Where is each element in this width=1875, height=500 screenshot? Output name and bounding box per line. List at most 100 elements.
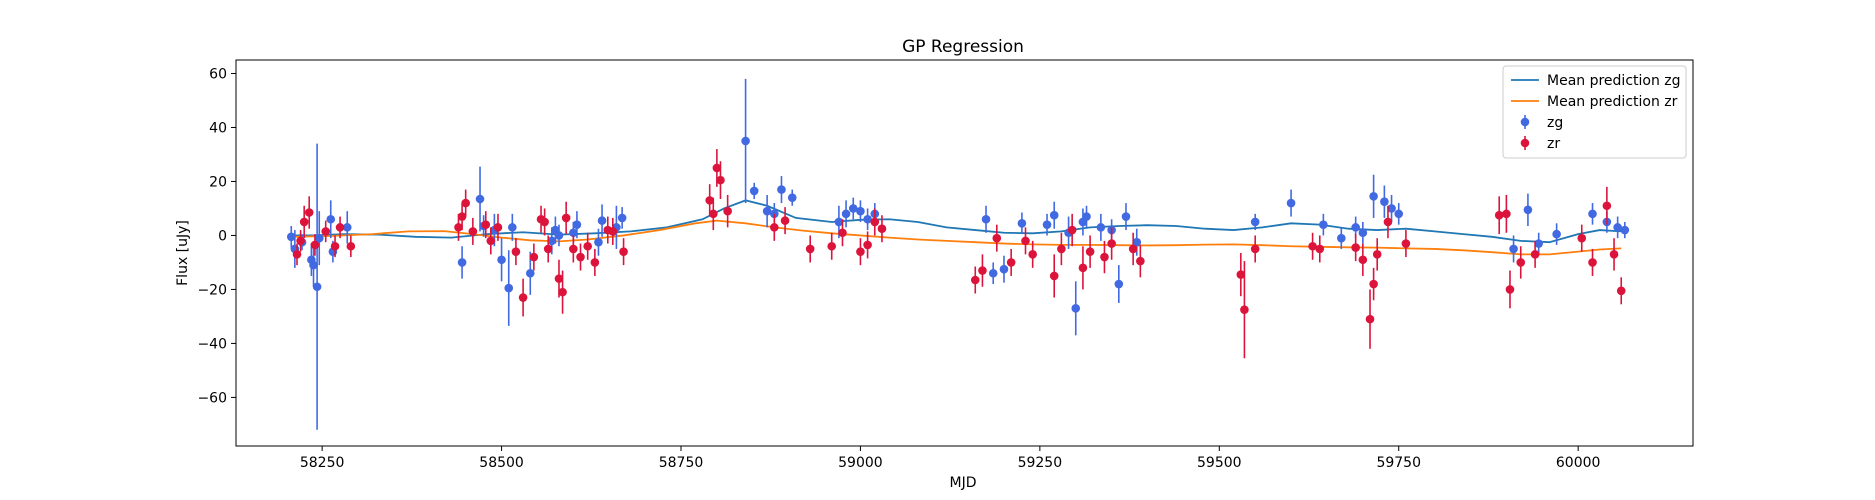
x-tick-label: 59750 [1376, 455, 1421, 471]
data-point-zg [457, 258, 467, 267]
data-point-zg [863, 214, 872, 224]
data-point-zr [569, 244, 578, 254]
data-point-zr [1616, 286, 1626, 296]
data-point-zg [1250, 217, 1260, 227]
data-point-zr [590, 258, 600, 267]
legend-label: Mean prediction zg [1547, 73, 1681, 89]
data-point-zg [1121, 212, 1131, 221]
data-point-zg [597, 216, 607, 225]
y-tick-label: 0 [218, 228, 227, 244]
data-point-zr [1383, 217, 1393, 227]
data-point-zr [723, 206, 732, 216]
legend-label: zr [1547, 136, 1560, 152]
data-point-zr [561, 213, 571, 223]
data-point-zr [708, 209, 718, 219]
data-point-zr [608, 227, 618, 236]
data-point-zr [712, 163, 722, 173]
data-point-zr [856, 247, 865, 256]
data-point-zg [1132, 237, 1142, 247]
legend: Mean prediction zg Mean prediction zr zg zr [1502, 65, 1687, 159]
data-point-zr [454, 223, 463, 232]
y-tick-label: 40 [209, 120, 227, 136]
data-point-zr [1516, 258, 1526, 267]
data-point-zg [1369, 192, 1378, 201]
data-point-zr [1372, 250, 1382, 259]
x-tick-label: 59000 [838, 455, 883, 471]
data-point-zg [572, 220, 582, 229]
data-point-zg [569, 228, 578, 238]
legend-label: zg [1547, 115, 1563, 131]
data-point-zr [540, 217, 549, 227]
data-point-zr [863, 240, 872, 250]
axis-ticks: 58250 58500 58750 59000 59250 59500 59750 60000… [197, 66, 1600, 471]
plot-area [286, 78, 1630, 430]
data-point-zg [1071, 304, 1081, 313]
data-point-zg [508, 223, 517, 232]
data-point-zg [848, 204, 858, 213]
data-point-zg [1394, 209, 1404, 219]
data-point-zr [330, 241, 340, 251]
data-point-zr [1308, 241, 1317, 251]
data-point-zg [834, 217, 844, 227]
legend-box [1502, 65, 1687, 159]
data-point-zg [286, 232, 296, 242]
plot-contents [286, 78, 1630, 430]
data-point-zr [877, 224, 887, 234]
data-point-zr [870, 217, 880, 227]
data-point-zg [1042, 220, 1052, 229]
y-tick-label: −40 [197, 336, 227, 352]
data-point-zg [777, 185, 786, 194]
data-point-zg [1114, 279, 1124, 289]
data-point-zr [978, 266, 987, 275]
data-point-zr [1351, 243, 1360, 252]
data-point-zg [1523, 205, 1533, 215]
x-tick-label: 58500 [479, 455, 524, 471]
data-point-zg [342, 223, 352, 232]
data-point-zr [1315, 244, 1325, 254]
legend-swatch-marker [1520, 117, 1530, 127]
data-point-zr [1577, 233, 1587, 243]
data-point-zr [518, 293, 528, 302]
data-point-zr [346, 241, 356, 251]
data-point-zr [1530, 250, 1540, 259]
data-point-zg [1620, 225, 1630, 235]
data-point-zg [1509, 244, 1518, 254]
data-point-zr [1609, 250, 1619, 259]
data-point-zr [1240, 305, 1249, 314]
data-point-zg [314, 233, 324, 243]
data-point-zr [805, 244, 815, 254]
data-point-zg [312, 282, 322, 292]
data-point-zr [461, 198, 470, 208]
data-point-zg [1286, 198, 1296, 208]
data-point-zr [1057, 244, 1066, 254]
data-point-zg [841, 209, 851, 219]
data-point-zr [493, 223, 503, 232]
data-point-zg [326, 214, 336, 224]
data-point-zr [310, 240, 320, 250]
data-point-zg [504, 283, 514, 293]
data-point-zg [1082, 212, 1091, 221]
data-point-zr [1078, 263, 1088, 273]
data-point-zr [1250, 244, 1260, 254]
data-point-zr [992, 233, 1002, 243]
data-point-zr [1602, 201, 1612, 211]
data-point-zr [1502, 209, 1511, 219]
line-series-1 [293, 219, 1622, 256]
data-point-zr [299, 217, 309, 227]
data-point-zr [529, 252, 539, 262]
data-point-zg [1380, 197, 1389, 207]
data-point-zg [1096, 223, 1106, 232]
data-point-zr [1136, 256, 1145, 266]
data-point-zg [525, 268, 535, 278]
data-point-zr [1505, 285, 1515, 294]
data-point-zg [1049, 210, 1059, 220]
data-point-zr [335, 223, 345, 232]
data-point-zg [554, 231, 564, 240]
data-point-zr [716, 175, 725, 185]
data-point-zg [1358, 228, 1368, 238]
data-point-zr [292, 250, 302, 259]
data-point-zr [583, 241, 592, 251]
chart-title: GP Regression [902, 37, 1024, 57]
data-point-zr [1365, 314, 1375, 324]
data-point-zg [1017, 219, 1027, 228]
